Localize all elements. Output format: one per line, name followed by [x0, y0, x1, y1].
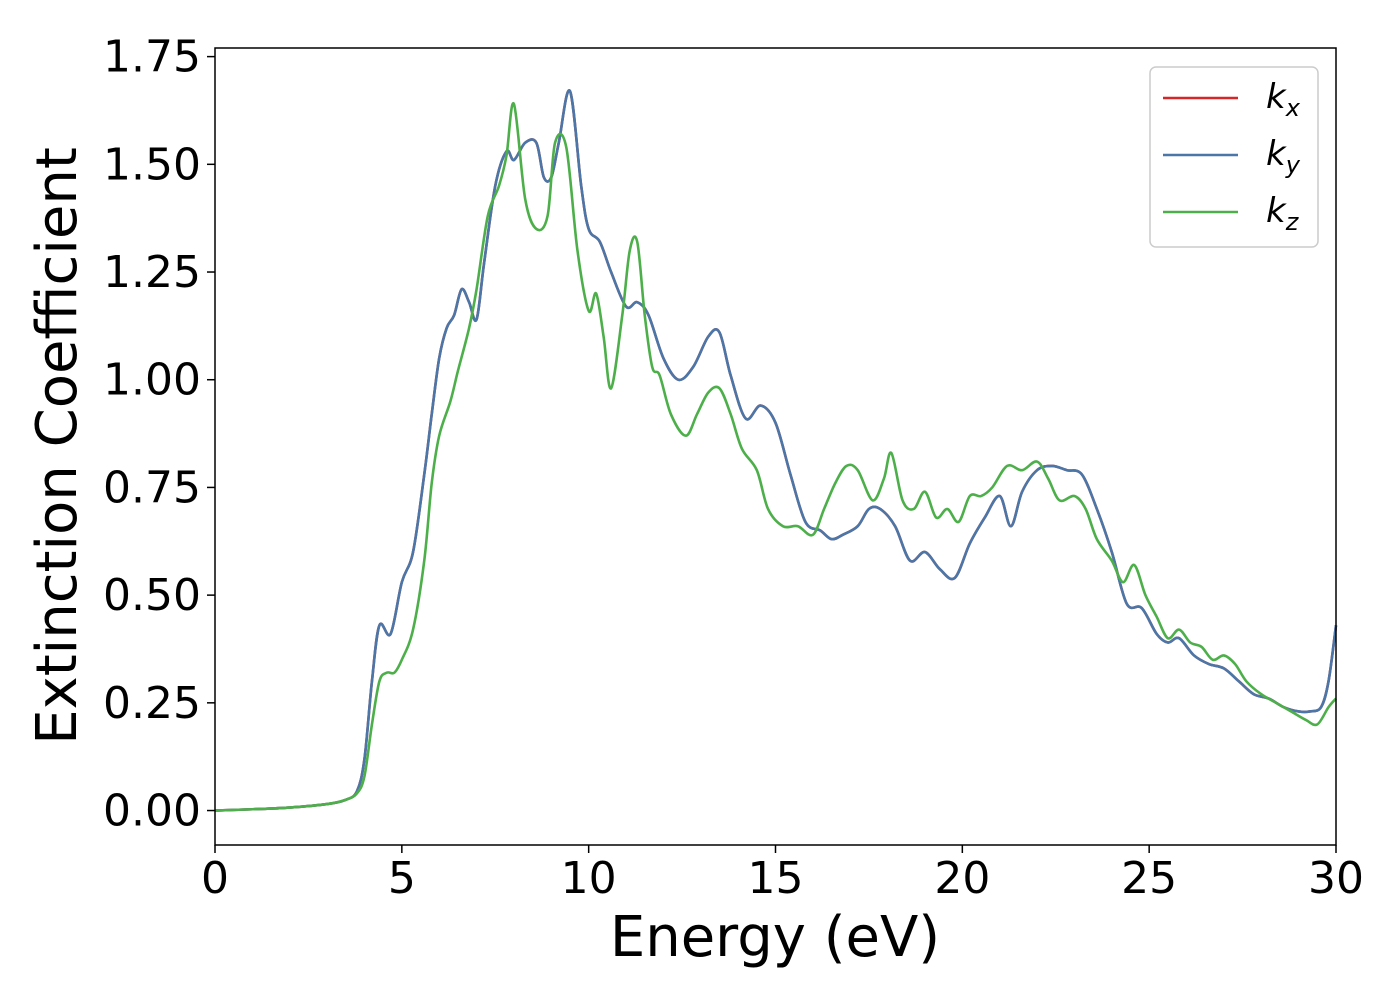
- series-line-y: [214, 89, 1338, 812]
- legend-label-sub: x: [1285, 94, 1301, 122]
- y-tick-label: 1.25: [103, 247, 201, 298]
- series-layer: [214, 89, 1338, 812]
- legend-label-z: kz: [1266, 191, 1300, 236]
- y-axis: 0.00 0.25 0.50 0.75 1.00 1.25 1.50 1.75: [103, 32, 215, 837]
- x-tick-label: 5: [388, 853, 416, 904]
- x-tick-label: 30: [1308, 853, 1364, 904]
- x-tick-label: 15: [748, 853, 804, 904]
- legend-label-sub: z: [1285, 208, 1300, 236]
- legend-label-base: k: [1266, 77, 1287, 117]
- plot-background: [215, 48, 1336, 845]
- legend-label-y: ky: [1266, 134, 1301, 179]
- y-tick-label: 1.50: [103, 139, 201, 190]
- x-axis-title: Energy (eV): [610, 905, 940, 970]
- x-tick-label: 10: [561, 853, 617, 904]
- x-tick-label: 25: [1121, 853, 1177, 904]
- y-tick-label: 0.00: [103, 786, 201, 837]
- y-tick-label: 0.75: [103, 462, 201, 513]
- y-tick-label: 1.00: [103, 355, 201, 406]
- legend-box: [1149, 66, 1319, 248]
- y-axis-title: Extinction Coefficient: [25, 147, 90, 745]
- series-line-z: [214, 102, 1337, 812]
- x-tick-label: 20: [934, 853, 990, 904]
- y-tick-label: 0.25: [103, 678, 201, 729]
- legend-label-x: kx: [1266, 77, 1301, 122]
- x-axis: 0 5 10 15 20 25 30: [201, 845, 1364, 904]
- y-tick-label: 1.75: [103, 32, 201, 83]
- legend-label-base: k: [1266, 134, 1287, 174]
- legend-label-sub: y: [1285, 151, 1301, 179]
- legend-label-base: k: [1266, 191, 1287, 231]
- x-tick-label: 0: [201, 853, 229, 904]
- y-tick-label: 0.50: [103, 570, 201, 621]
